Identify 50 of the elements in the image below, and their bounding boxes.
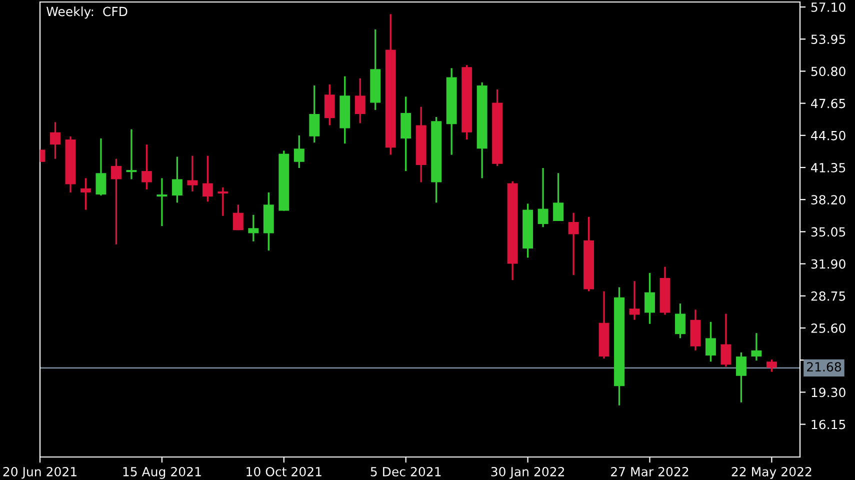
y-tick-label: 57.10 <box>811 2 846 12</box>
y-tick-label: 35.05 <box>811 227 846 237</box>
candlestick <box>644 272 655 325</box>
candlestick <box>96 138 106 196</box>
x-tick-label: 22 May 2022 <box>732 466 812 479</box>
y-tick-label: 28.75 <box>811 291 846 301</box>
candlestick <box>766 358 777 373</box>
y-tick-label: 25.60 <box>811 323 846 333</box>
candlestick <box>309 84 320 144</box>
chart-title: Weekly: CFD <box>46 6 128 19</box>
y-tick-label: 47.65 <box>811 98 846 108</box>
candlestick <box>354 77 366 124</box>
candlestick <box>675 302 686 340</box>
candlestick <box>80 177 91 211</box>
y-tick-label: 16.15 <box>812 420 846 430</box>
candlestick <box>50 121 60 160</box>
candlestick <box>141 144 152 190</box>
candlestick <box>187 154 198 192</box>
x-tick-label: 27 Mar 2022 <box>611 466 688 476</box>
y-tick-label: 50.80 <box>811 66 846 76</box>
y-tick-label: 53.95 <box>811 34 846 44</box>
x-tick-label: 20 Jun 2021 <box>3 466 76 479</box>
x-tick-label: 5 Dec 2021 <box>370 466 441 476</box>
candlestick <box>156 177 168 227</box>
candlestick <box>538 167 548 228</box>
candlestick <box>248 214 259 242</box>
y-tick-label: 19.30 <box>812 388 846 398</box>
candlestick <box>553 172 564 222</box>
y-tick-label: 41.35 <box>811 162 846 172</box>
candlestick <box>110 158 122 246</box>
x-tick-label: 15 Aug 2021 <box>123 466 201 479</box>
candlestick <box>126 128 137 180</box>
candlestick <box>218 186 228 217</box>
y-tick-label: 44.50 <box>811 130 846 140</box>
candlestick <box>172 156 182 204</box>
candlestick <box>629 280 640 321</box>
x-tick-label: 10 Oct 2021 <box>246 466 322 476</box>
candlestick <box>294 134 304 169</box>
candlestick <box>736 352 746 404</box>
candlestick <box>751 332 762 362</box>
y-tick-label: 31.90 <box>811 259 846 269</box>
ref-line-label: 21.68 <box>806 362 842 372</box>
y-tick-label: 38.20 <box>811 195 846 205</box>
x-tick-label: 30 Jan 2022 <box>491 466 564 479</box>
candlestick <box>202 154 213 202</box>
candlestick <box>232 204 244 231</box>
candlestick <box>324 84 335 126</box>
candlestick <box>720 312 732 368</box>
candlestick <box>568 212 579 276</box>
candlestick <box>705 321 716 362</box>
